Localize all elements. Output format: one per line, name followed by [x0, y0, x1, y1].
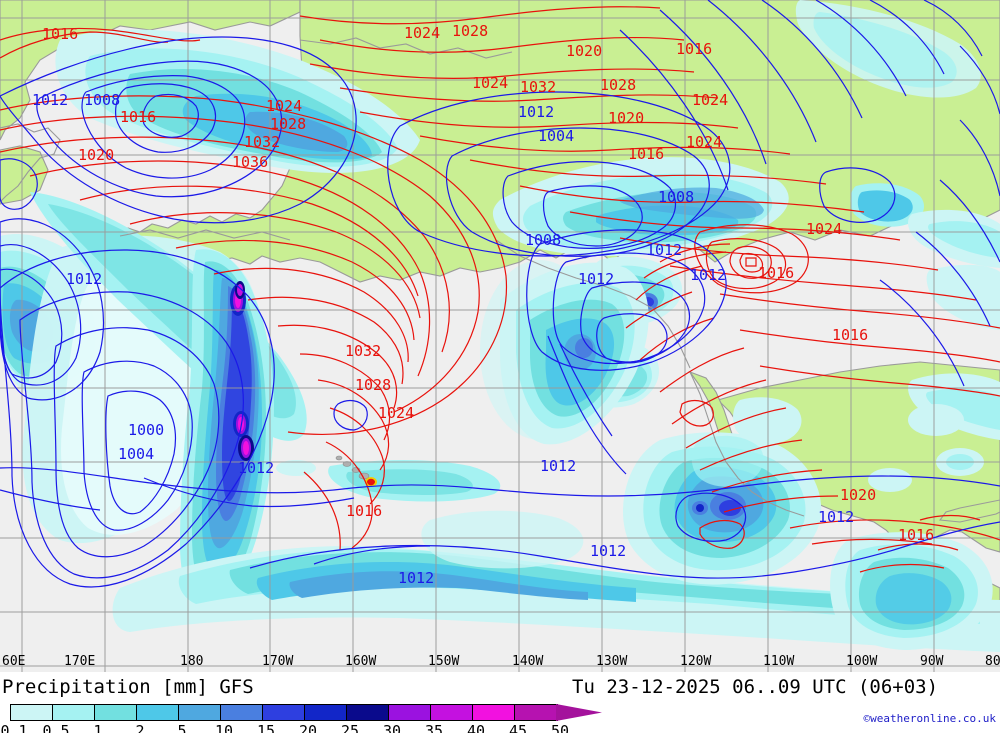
colorbar-tick: 30 — [383, 722, 402, 733]
isobar-label: 1024 — [692, 91, 729, 109]
isobar-label: 1024 — [806, 220, 843, 238]
isobar-label: 1016 — [120, 108, 157, 126]
isobar-label: 1016 — [898, 526, 935, 544]
colorbar-swatch — [95, 705, 137, 720]
isobar-label: 1020 — [566, 42, 603, 60]
isobar-label: 1016 — [676, 40, 713, 58]
colorbar-tick: 20 — [299, 722, 318, 733]
isobar-label: 1012 — [238, 459, 275, 477]
isobar-label: 1012 — [518, 103, 555, 121]
longitude-tick-label: 170E — [64, 654, 96, 669]
isobar-label: 1008 — [525, 231, 562, 249]
isobar-label: 1024 — [266, 97, 303, 115]
longitude-tick-label: 120W — [680, 654, 712, 669]
isobar-label: 1000 — [128, 421, 165, 439]
isobar-label: 1024 — [472, 74, 509, 92]
isobar-label: 1012 — [32, 91, 69, 109]
colorbar-overflow-arrow — [556, 704, 602, 721]
longitude-tick-label: 140W — [512, 654, 544, 669]
longitude-tick-label: 150W — [428, 654, 460, 669]
isobar-label: 1020 — [840, 486, 877, 504]
isobar-label: 1012 — [578, 270, 615, 288]
isobar-label: 1012 — [590, 542, 627, 560]
colorbar-tick: 5 — [177, 722, 187, 733]
colorbar-swatch — [431, 705, 473, 720]
colorbar-swatch — [263, 705, 305, 720]
copyright-label: ©weatheronline.co.uk — [863, 712, 996, 725]
longitude-tick-label: 170W — [262, 654, 294, 669]
colorbar-tick: 15 — [257, 722, 276, 733]
colorbar-tick: 50 — [551, 722, 570, 733]
isobar-label: 1012 — [646, 241, 683, 259]
longitude-tick-label: 110W — [763, 654, 795, 669]
isobar-label: 1004 — [538, 127, 575, 145]
longitude-tick-label: 160W — [345, 654, 377, 669]
isobar-label: 1032 — [244, 133, 281, 151]
isobar-label: 1028 — [452, 22, 489, 40]
isobar-label: 1008 — [84, 91, 121, 109]
isobar-label: 1020 — [608, 109, 645, 127]
isobar-label: 1016 — [346, 502, 383, 520]
colorbar-tick: 0.1 — [0, 722, 28, 733]
colorbar-tick-labels: 0.1 0.5 1 2 5 10 15 20 25 30 35 40 45 50 — [0, 722, 600, 733]
colorbar-swatch — [515, 705, 557, 720]
colorbar-tick: 1 — [93, 722, 103, 733]
colorbar-swatch — [305, 705, 347, 720]
isobar-label: 1008 — [658, 188, 695, 206]
isobar-label: 1016 — [832, 326, 869, 344]
colorbar-tick: 40 — [467, 722, 486, 733]
isobar-label: 1016 — [628, 145, 665, 163]
colorbar-tick: 10 — [215, 722, 234, 733]
isobar-label: 1024 — [686, 133, 723, 151]
isobar-label: 1012 — [398, 569, 435, 587]
colorbar-swatch — [473, 705, 515, 720]
isobar-label: 1012 — [540, 457, 577, 475]
isobar-label: 1016 — [42, 25, 79, 43]
coastline-layer — [0, 37, 805, 517]
isobar-label: 1024 — [404, 24, 441, 42]
isobar-label: 1016 — [758, 264, 795, 282]
isobar-label: 1036 — [232, 153, 269, 171]
isobar-label: 1004 — [118, 445, 155, 463]
chart-title: Precipitation [mm] GFS — [2, 676, 254, 698]
colorbar-tick: 45 — [509, 722, 528, 733]
isobar-label: 1028 — [600, 76, 637, 94]
colorbar-tick: 35 — [425, 722, 444, 733]
isobar-label: 1032 — [345, 342, 382, 360]
isobar-label: 1028 — [355, 376, 392, 394]
colorbar-swatch — [221, 705, 263, 720]
isobar-label: 1012 — [818, 508, 855, 526]
isobar-label: 1012 — [66, 270, 103, 288]
longitude-tick-label: 90W — [920, 654, 944, 669]
longitude-tick-label: 80 — [985, 654, 1000, 669]
isobar-blue-layer — [0, 0, 1000, 588]
colorbar-swatch — [389, 705, 431, 720]
colorbar-swatch — [347, 705, 389, 720]
colorbar-tick: 25 — [341, 722, 360, 733]
map-footer: Precipitation [mm] GFS Tu 23-12-2025 06.… — [0, 672, 1000, 733]
isobar-label: 1032 — [520, 78, 557, 96]
valid-time-label: Tu 23-12-2025 06..09 UTC (06+03) — [572, 676, 939, 698]
colorbar-swatch — [11, 705, 53, 720]
map-canvas[interactable]: 1016 1024 1028 1020 1016 1012 1008 1024 1032 1028… — [0, 0, 1000, 672]
longitude-tick-label: 180 — [180, 654, 204, 669]
longitude-tick-label: 130W — [596, 654, 628, 669]
isobar-label: 1024 — [378, 404, 415, 422]
isobar-label: 1012 — [690, 266, 727, 284]
colorbar-swatch — [53, 705, 95, 720]
colorbar-tick: 0.5 — [42, 722, 70, 733]
isobar-label: 1028 — [270, 115, 307, 133]
land-cuba — [938, 499, 1000, 523]
map-svg — [0, 0, 1000, 672]
isobar-label: 1020 — [78, 146, 115, 164]
colorbar-swatch — [137, 705, 179, 720]
colorbar — [10, 704, 558, 721]
colorbar-swatch — [179, 705, 221, 720]
colorbar-tick: 2 — [135, 722, 145, 733]
longitude-tick-label: 100W — [846, 654, 878, 669]
longitude-tick-label: 60E — [2, 654, 26, 669]
